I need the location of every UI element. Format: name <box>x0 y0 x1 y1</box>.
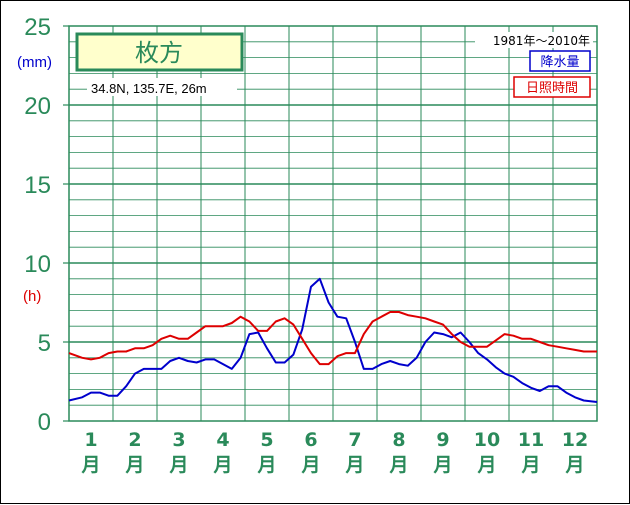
month-suffix: 月 <box>476 454 496 476</box>
month-number: 10 <box>474 429 500 451</box>
month-suffix: 月 <box>256 454 276 476</box>
month-number: 11 <box>518 429 544 451</box>
legend-sunshine-label: 日照時間 <box>526 81 578 96</box>
month-suffix: 月 <box>212 454 232 476</box>
month-suffix: 月 <box>80 454 100 476</box>
period-label: 1981年〜2010年 <box>493 34 590 48</box>
month-suffix: 月 <box>300 454 320 476</box>
month-suffix: 月 <box>168 454 188 476</box>
series-line-sunshine <box>68 311 597 366</box>
month-number: 5 <box>260 429 273 451</box>
month-number: 3 <box>172 429 185 451</box>
month-number: 12 <box>562 429 588 451</box>
month-number: 2 <box>128 429 141 451</box>
location-subtitle: 34.8N, 135.7E, 26m <box>91 81 207 96</box>
precip-unit-label: (mm) <box>17 54 52 71</box>
sunshine-unit-label: (h) <box>23 288 41 305</box>
series-layer <box>68 277 598 403</box>
month-number: 9 <box>436 429 449 451</box>
month-suffix: 月 <box>564 454 584 476</box>
month-suffix: 月 <box>124 454 144 476</box>
legend-precip-box <box>529 50 591 72</box>
period-bg <box>475 32 593 48</box>
month-number: 7 <box>348 429 361 451</box>
y-tick-label: 15 <box>24 172 51 199</box>
month-number: 8 <box>392 429 405 451</box>
month-suffix: 月 <box>432 454 452 476</box>
y-tick-label: 0 <box>38 409 51 436</box>
x-tick-labels: 1 月 2 月 3 月 4 月 5 月 6 月 7 月 8 月 9 月 10 月 11 月 12 月 <box>80 429 588 476</box>
y-tick-label: 5 <box>38 330 51 357</box>
legend-precip-label: 降水量 <box>540 55 579 70</box>
y-tick-label: 20 <box>24 93 51 120</box>
month-suffix: 月 <box>520 454 540 476</box>
month-number: 4 <box>216 429 229 451</box>
title-box <box>75 32 244 72</box>
y-tick-labels: 0 5 10 15 20 25 <box>24 14 51 436</box>
month-number: 1 <box>84 429 97 451</box>
month-number: 6 <box>304 429 317 451</box>
y-tick-label: 25 <box>24 14 51 41</box>
month-suffix: 月 <box>388 454 408 476</box>
legend-sunshine-box <box>513 76 591 98</box>
subtitle-bg <box>87 78 237 96</box>
month-suffix: 月 <box>344 454 364 476</box>
chart-title: 枚方 <box>135 39 183 67</box>
y-tick-label: 10 <box>24 251 51 278</box>
series-line-precipitation <box>68 277 598 403</box>
